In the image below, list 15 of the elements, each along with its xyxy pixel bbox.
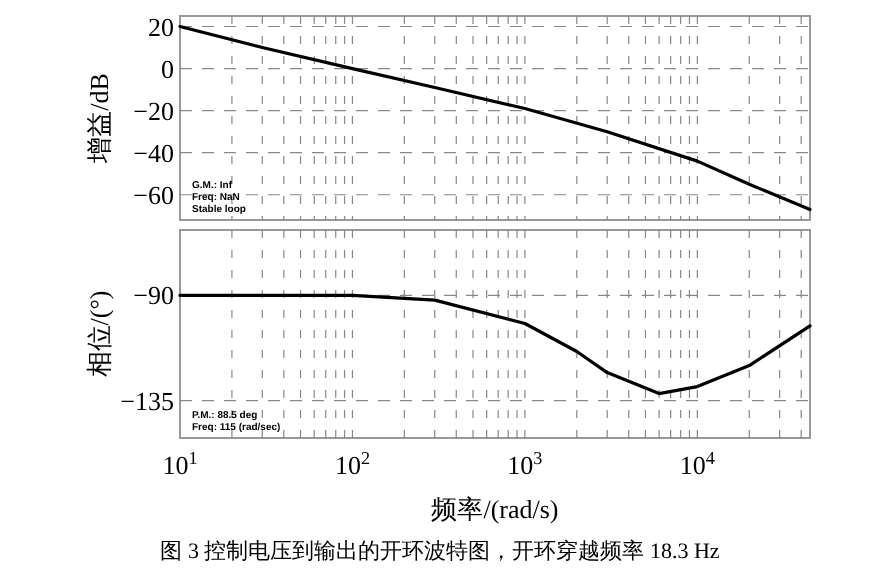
y-tick-label: 20 bbox=[148, 11, 174, 42]
y-tick-label: −40 bbox=[133, 137, 174, 168]
x-tick-label: 10$^{2}$ bbox=[334, 448, 371, 480]
y-tick-label: −135 bbox=[120, 385, 174, 416]
x-tick-label: 10$^{3}$ bbox=[507, 448, 544, 480]
y-axis-title: 增益/dB bbox=[84, 72, 114, 165]
y-tick-label: −60 bbox=[133, 179, 174, 210]
y-tick-label: −90 bbox=[133, 280, 174, 311]
y-tick-label: 0 bbox=[161, 53, 174, 84]
x-axis-title: 频率/(rad/s) bbox=[431, 494, 559, 524]
y-tick-label: −20 bbox=[133, 95, 174, 126]
y-axis-title: 相位/(°) bbox=[84, 290, 114, 378]
x-tick-label: 10$^{1}$ bbox=[162, 448, 198, 480]
x-tick-label: 10$^{4}$ bbox=[679, 448, 716, 480]
caption: 图 3 控制电压到输出的开环波特图，开环穿越频率 18.3 Hz bbox=[160, 538, 720, 564]
